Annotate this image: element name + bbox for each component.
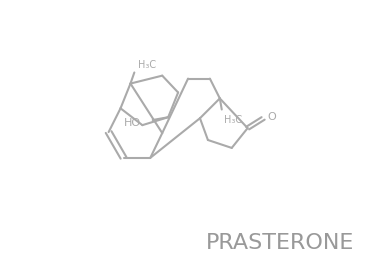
Text: O: O [267,112,276,122]
Text: PRASTERONE: PRASTERONE [206,233,355,253]
Text: H₃C: H₃C [224,115,242,125]
Text: HO: HO [124,118,141,128]
Text: H₃C: H₃C [138,60,156,70]
